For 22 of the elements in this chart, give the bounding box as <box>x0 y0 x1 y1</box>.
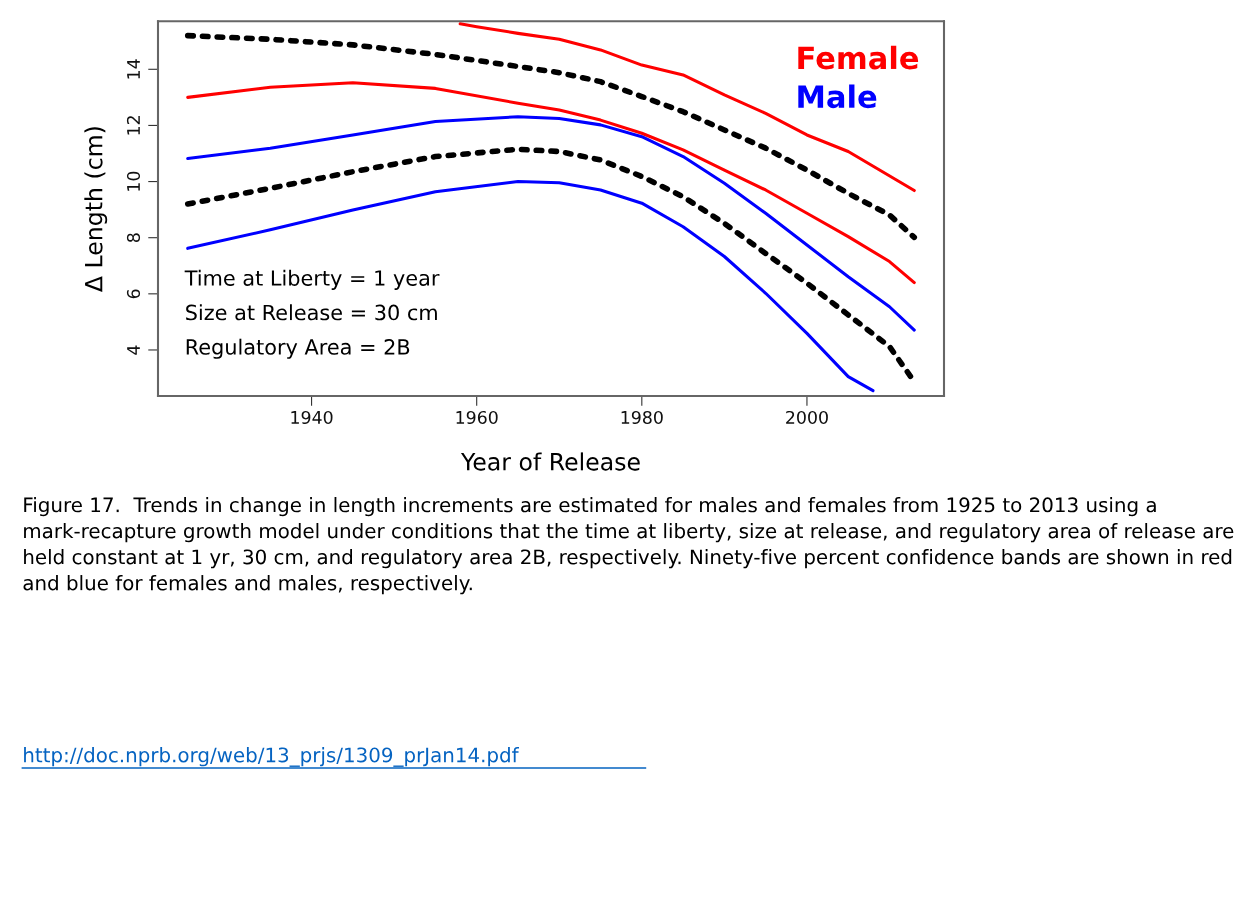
annotation: Size at Release = 30 cm <box>186 304 437 321</box>
text: Male <box>798 84 877 109</box>
caption: Figure 17. Trends in change in length increments are estimated for males and females from 1925 to 2013 using a mark-recapture growth model under conditions that the time at liberty, size at release, and regulatory area of release are held constant at 1 yr, 30 cm, and regulatory area 2B, respectively. Ninety-five percent confidence bands are shown in red and blue for females and males, respectively. <box>23 497 1234 595</box>
y-tick-label: 10 <box>126 171 141 191</box>
text: http://doc.nprb.org/web/13_prjs/1309_prJan14.pdf <box>24 747 520 767</box>
series-label: Female <box>798 45 919 70</box>
x-tick-label: 1940 <box>291 410 333 425</box>
line-series <box>458 22 916 193</box>
annotation: Regulatory Area = 2B <box>186 338 410 359</box>
x-tick-label: 2000 <box>786 410 828 425</box>
y-tick-label: 8 <box>126 233 141 243</box>
x-axis-title: Year of Release <box>460 452 640 471</box>
line-series <box>186 115 916 332</box>
y-tick-label: 12 <box>126 116 140 135</box>
y-axis-title: Δ Length (cm) <box>84 127 108 292</box>
annotation: Time at Liberty = 1 year <box>184 269 440 290</box>
y-tick-label: 14 <box>127 59 140 79</box>
x-tick-label: 1960 <box>456 410 498 425</box>
y-tick-label: 6 <box>126 289 141 299</box>
x-tick-label: 1980 <box>621 410 663 425</box>
y-tick-label: 4 <box>127 345 140 355</box>
line-series <box>186 180 875 393</box>
